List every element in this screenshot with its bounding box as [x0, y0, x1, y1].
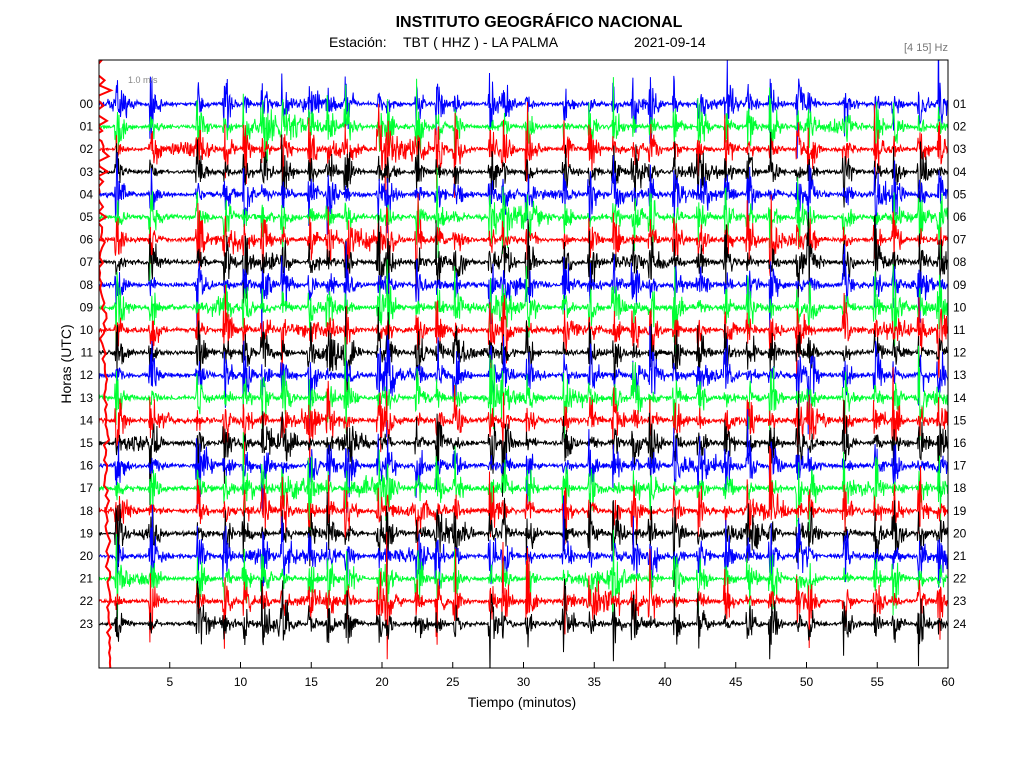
- trace-hour-09: [99, 259, 948, 358]
- x-tick-label: 50: [800, 675, 814, 689]
- right-hour-label: 10: [953, 300, 967, 314]
- station-name: TBT ( HHZ ) - LA PALMA: [403, 34, 559, 50]
- amplitude-scale-note: 1.0 m/s: [128, 75, 158, 85]
- trace-hour-03: [99, 131, 948, 211]
- right-hour-label: 16: [953, 436, 967, 450]
- right-hour-label: 21: [953, 549, 967, 563]
- right-hour-label: 07: [953, 233, 967, 247]
- right-hour-label: 14: [953, 391, 967, 405]
- trace-hour-01: [99, 77, 948, 169]
- trace-hour-13: [99, 336, 948, 441]
- left-hour-label: 00: [80, 97, 94, 111]
- left-hour-label: 13: [80, 391, 94, 405]
- trace-hour-18: [99, 445, 948, 552]
- x-tick-label: 25: [446, 675, 460, 689]
- left-hour-label: 03: [80, 165, 94, 179]
- chart-title: INSTITUTO GEOGRÁFICO NACIONAL: [396, 12, 683, 31]
- x-tick-label: 20: [375, 675, 389, 689]
- right-hour-label: 02: [953, 120, 967, 134]
- right-hour-label: 19: [953, 504, 967, 518]
- left-hour-label: 21: [80, 572, 94, 586]
- left-hour-label: 15: [80, 436, 94, 450]
- left-hour-label: 04: [80, 187, 94, 201]
- left-hour-label: 20: [80, 549, 94, 563]
- right-hour-label: 12: [953, 346, 967, 360]
- trace-hour-19: [99, 491, 948, 588]
- left-hour-labels: 00 01 02 03 04 05 06 07 08 09 10 11 12 13 14 15 16 17 18 19…: [80, 97, 94, 631]
- filter-band: [4 15] Hz: [904, 42, 948, 54]
- trace-hour-12: [99, 326, 948, 438]
- left-hour-label: 22: [80, 594, 94, 608]
- x-tick-label: 60: [941, 675, 955, 689]
- x-tick-label: 45: [729, 675, 743, 689]
- left-hour-label: 02: [80, 142, 94, 156]
- trace-hour-00: [99, 60, 948, 159]
- left-hour-label: 06: [80, 233, 94, 247]
- x-tick-label: 30: [517, 675, 531, 689]
- trace-hour-11: [99, 306, 948, 399]
- right-hour-label: 08: [953, 255, 967, 269]
- trace-hour-22: [99, 531, 948, 660]
- left-hour-label: 18: [80, 504, 94, 518]
- trace-hour-05: [99, 167, 948, 284]
- right-hour-label: 22: [953, 572, 967, 586]
- chart-date: 2021-09-14: [634, 34, 706, 50]
- x-axis-label: Tiempo (minutos): [468, 694, 576, 710]
- left-hour-label: 19: [80, 526, 94, 540]
- left-hour-label: 17: [80, 481, 94, 495]
- plot-area: [98, 59, 949, 669]
- trace-hour-23: [99, 578, 948, 668]
- seismic-traces: [99, 60, 948, 668]
- trace-hour-17: [99, 432, 948, 538]
- left-hour-label: 09: [80, 300, 94, 314]
- right-hour-label: 04: [953, 165, 967, 179]
- x-axis-ticks: 5 10 15 20 25 30 35 40 45 50 55 60: [166, 662, 955, 689]
- left-hour-label: 10: [80, 323, 94, 337]
- left-hour-label: 14: [80, 413, 94, 427]
- station-label: Estación:: [329, 34, 387, 50]
- right-hour-label: 05: [953, 187, 967, 201]
- left-hour-label: 05: [80, 210, 94, 224]
- x-tick-label: 10: [234, 675, 248, 689]
- x-tick-label: 5: [166, 675, 173, 689]
- left-hour-label: 11: [81, 346, 94, 360]
- trace-hour-14: [99, 367, 948, 469]
- y-axis-label: Horas (UTC): [58, 324, 74, 403]
- trace-hour-04: [99, 152, 948, 235]
- right-hour-label: 06: [953, 210, 967, 224]
- trace-hour-15: [99, 390, 948, 506]
- left-hour-label: 01: [80, 120, 94, 134]
- trace-hour-20: [99, 495, 948, 594]
- x-tick-label: 15: [305, 675, 319, 689]
- x-tick-label: 35: [588, 675, 602, 689]
- trace-hour-16: [99, 409, 948, 513]
- right-hour-label: 18: [953, 481, 967, 495]
- trace-hour-10: [99, 284, 948, 382]
- right-hour-label: 01: [953, 97, 967, 111]
- right-hour-label: 23: [953, 594, 967, 608]
- left-hour-label: 23: [80, 617, 94, 631]
- right-hour-label: 11: [953, 323, 966, 337]
- left-hour-label: 12: [80, 368, 94, 382]
- left-hour-label: 16: [80, 459, 94, 473]
- right-hour-label: 15: [953, 413, 967, 427]
- left-hour-label: 08: [80, 278, 94, 292]
- trace-hour-07: [99, 212, 948, 312]
- right-hour-label: 17: [953, 459, 967, 473]
- right-hour-label: 20: [953, 526, 967, 540]
- x-tick-label: 40: [658, 675, 672, 689]
- trace-hour-21: [99, 529, 948, 620]
- left-hour-label: 07: [80, 255, 94, 269]
- trace-hour-02: [99, 101, 948, 199]
- right-hour-label: 13: [953, 368, 967, 382]
- trace-initial-transient: [99, 60, 114, 668]
- x-tick-label: 55: [871, 675, 885, 689]
- right-hour-labels: 01 02 03 04 05 06 07 08 09 10 11 12 13 14 15 16 17 18 19 20…: [953, 97, 967, 631]
- right-hour-label: 09: [953, 278, 967, 292]
- trace-hour-08: [99, 241, 948, 342]
- right-hour-label: 24: [953, 617, 967, 631]
- right-hour-label: 03: [953, 142, 967, 156]
- trace-hour-06: [99, 193, 948, 299]
